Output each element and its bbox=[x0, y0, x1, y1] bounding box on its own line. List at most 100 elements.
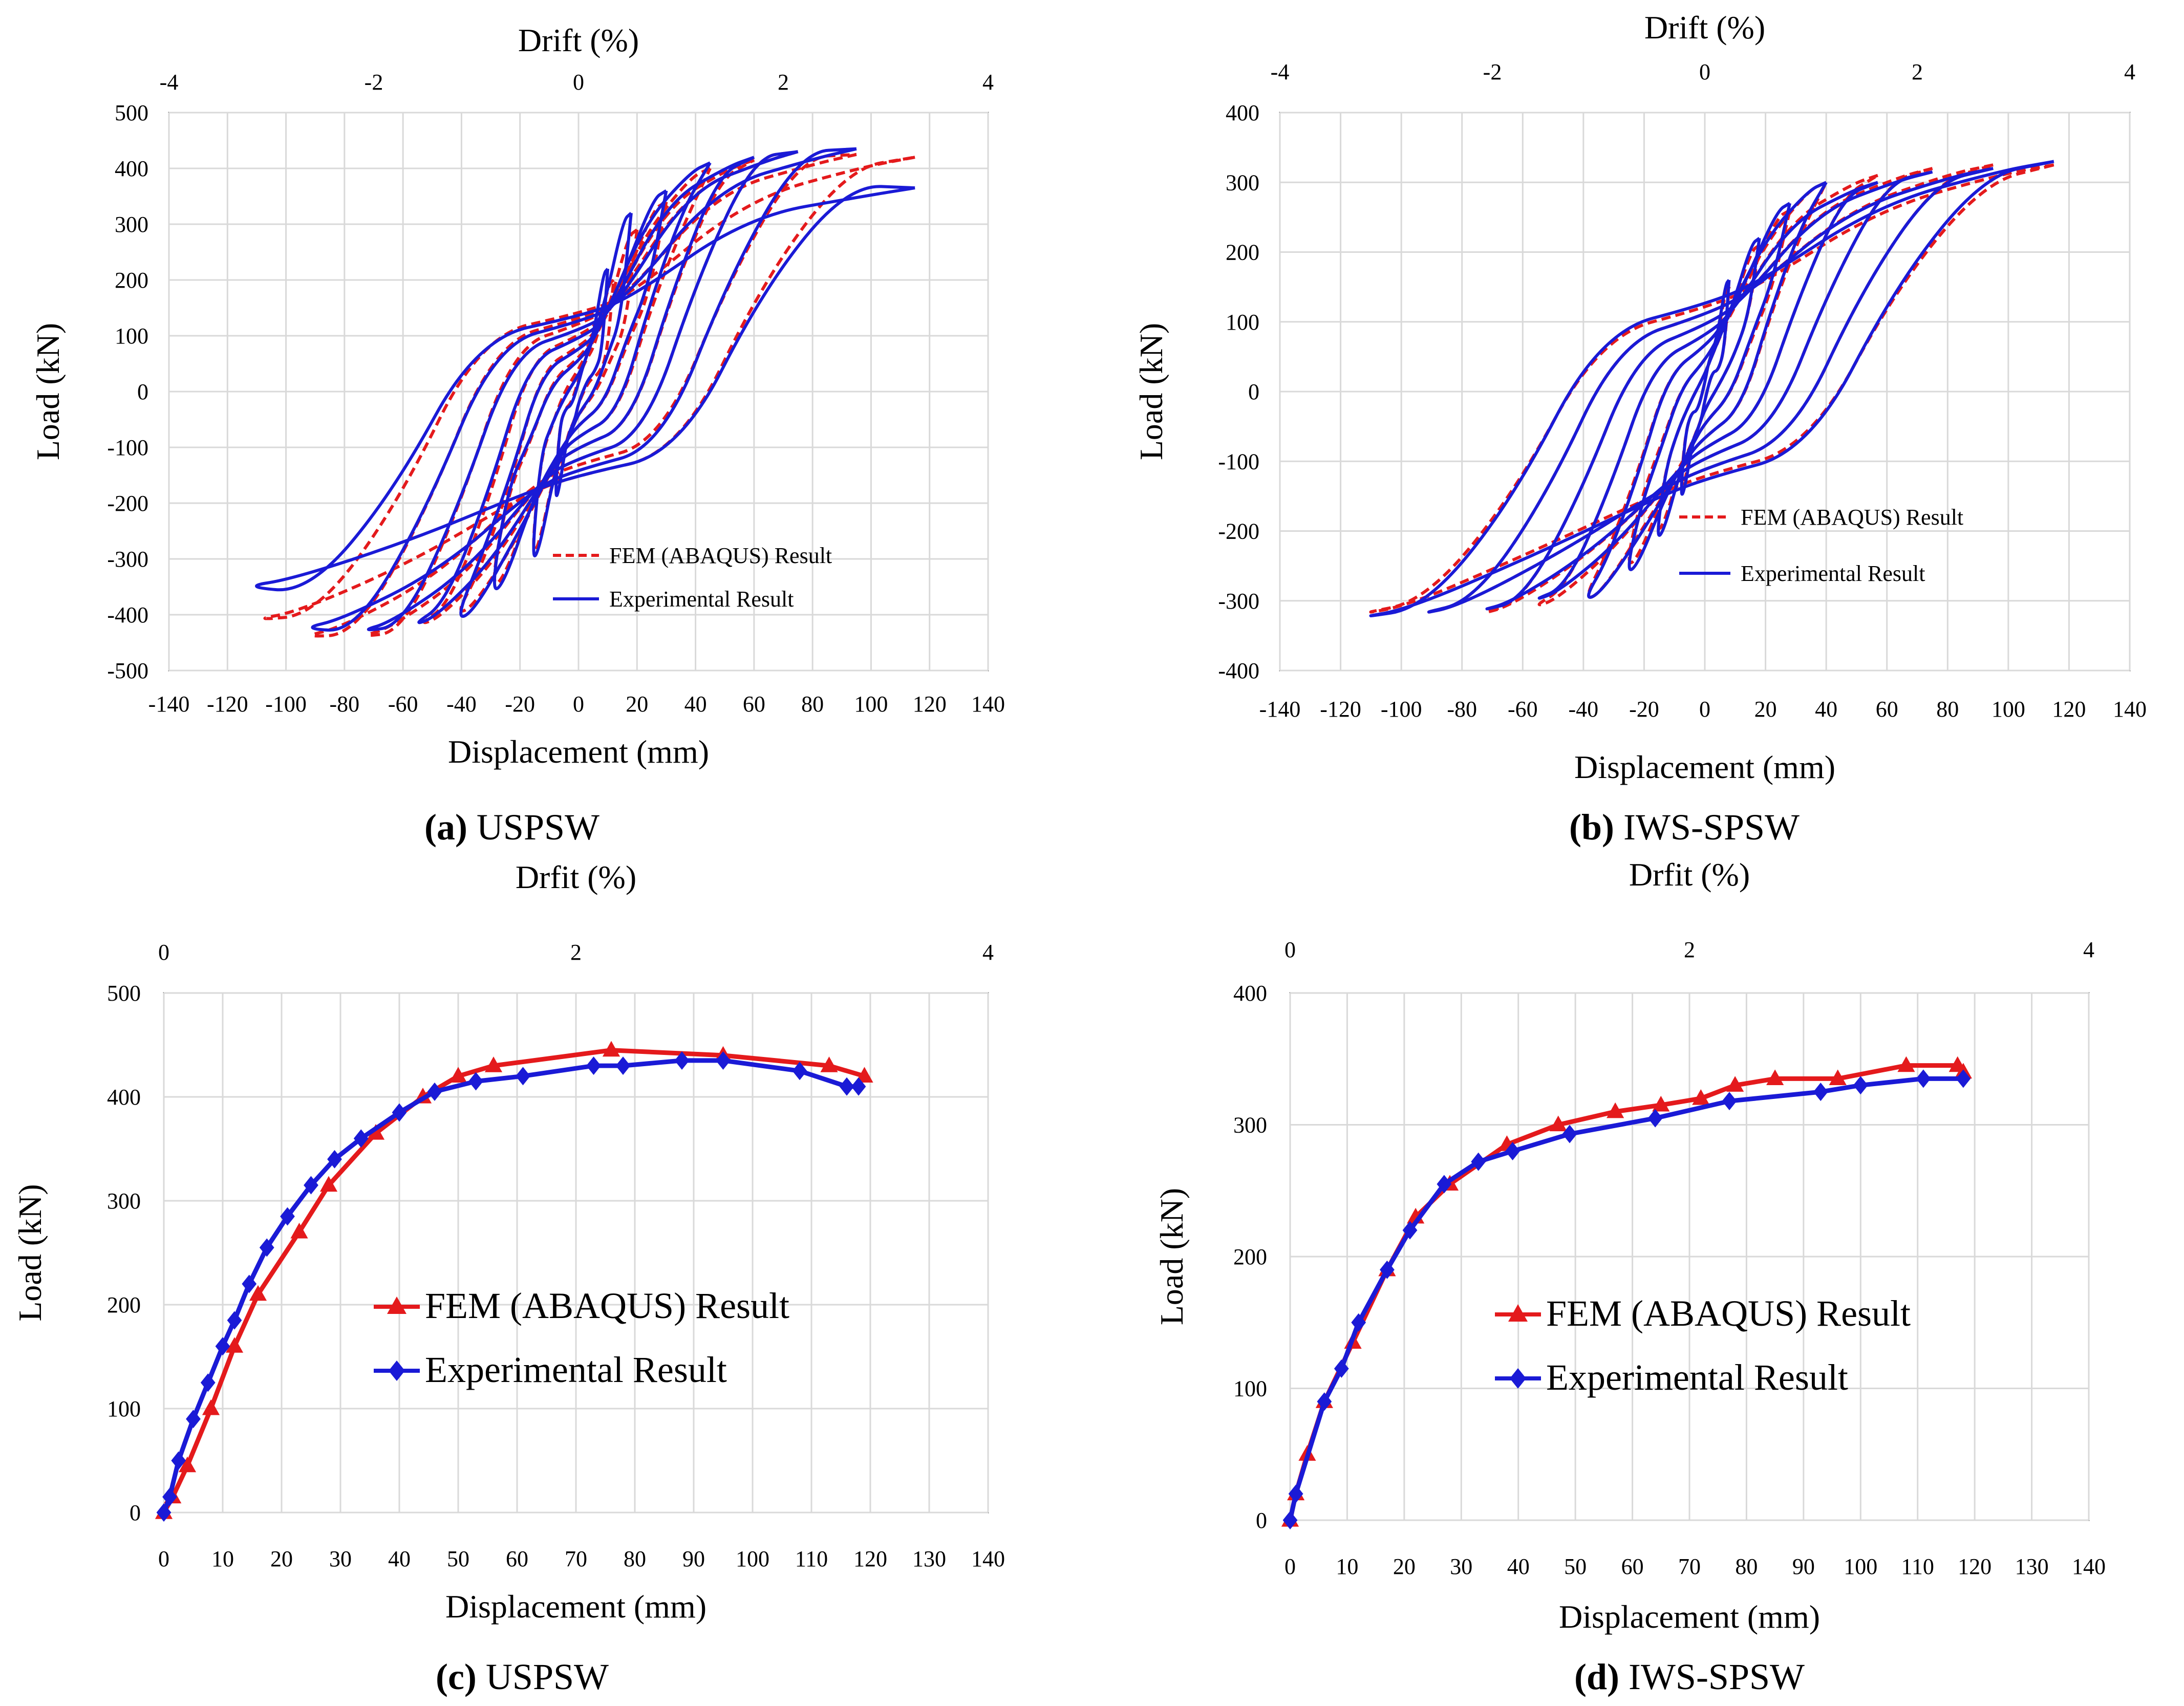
legend-exp-marker bbox=[389, 1361, 405, 1381]
experimental-point bbox=[156, 1503, 172, 1522]
experimental-point bbox=[392, 1103, 407, 1122]
y-tick-label: 400 bbox=[107, 1085, 141, 1110]
x-tick-label: -60 bbox=[1508, 697, 1538, 722]
experimental-point bbox=[1437, 1175, 1452, 1194]
x-tick-label: 120 bbox=[2052, 697, 2086, 722]
y-tick-label: 200 bbox=[1226, 240, 1259, 265]
experimental-loop bbox=[417, 156, 755, 624]
x-tick-label: 80 bbox=[801, 692, 824, 717]
x-tick-label: 140 bbox=[2072, 1554, 2106, 1579]
experimental-point bbox=[674, 1051, 690, 1070]
fem-loop bbox=[532, 228, 639, 552]
y-tick-label: -100 bbox=[1218, 449, 1259, 474]
top-tick-label: -4 bbox=[1271, 59, 1290, 84]
fem-point bbox=[367, 1124, 385, 1140]
x-tick-label: 60 bbox=[506, 1546, 528, 1571]
x-axis-label: Displacement (mm) bbox=[448, 733, 709, 770]
legend: FEM (ABAQUS) Result Experimental Result bbox=[1495, 1293, 1911, 1398]
fem-point bbox=[1726, 1076, 1744, 1092]
experimental-point bbox=[162, 1487, 177, 1506]
series-experimental bbox=[255, 147, 915, 632]
top-tick-label: -4 bbox=[160, 70, 179, 95]
experimental-point bbox=[427, 1082, 442, 1101]
x-tick-label: 0 bbox=[1699, 697, 1710, 722]
experimental-point bbox=[215, 1337, 230, 1356]
top-tick-label: -2 bbox=[365, 70, 383, 95]
experimental-point bbox=[1956, 1069, 1971, 1088]
top-axis-label: Drift (%) bbox=[518, 22, 639, 58]
top-tick-label: 4 bbox=[2124, 59, 2135, 84]
experimental-point bbox=[227, 1311, 242, 1330]
tick-labels: 0 10 20 30 40 50 60 70 80 90 100 110 120 130 140010020… bbox=[107, 940, 1005, 1571]
top-axis-label: Drfit (%) bbox=[516, 859, 636, 895]
x-tick-label: 100 bbox=[1992, 697, 2025, 722]
experimental-point bbox=[1647, 1109, 1663, 1128]
caption: (a) USPSW bbox=[424, 807, 599, 848]
top-tick-label: 4 bbox=[2083, 937, 2094, 962]
fem-point bbox=[1897, 1056, 1915, 1072]
experimental-point bbox=[1380, 1260, 1395, 1279]
legend: FEM (ABAQUS) Result Experimental Result bbox=[374, 1285, 789, 1390]
fem-point bbox=[319, 1176, 338, 1192]
x-tick-label: 40 bbox=[1507, 1554, 1530, 1579]
experimental-point bbox=[1562, 1125, 1577, 1143]
experimental-point bbox=[327, 1150, 342, 1169]
x-axis-label: Displacement (mm) bbox=[1574, 749, 1835, 785]
x-tick-label: 110 bbox=[1901, 1554, 1934, 1579]
fem-point bbox=[484, 1056, 503, 1072]
panel-b-iws-spsw-hysteresis: -140 -120 -100 -80 -60 -40 -20 0 20 40 60 80 100 120 1… bbox=[1133, 9, 2147, 848]
experimental-point bbox=[1317, 1392, 1332, 1411]
fem-loop bbox=[311, 153, 857, 638]
experimental-loop bbox=[1427, 167, 1994, 614]
fem-point bbox=[1766, 1069, 1784, 1085]
experimental-point bbox=[304, 1176, 318, 1195]
series-fem bbox=[1369, 163, 2054, 614]
x-tick-label: 20 bbox=[270, 1546, 293, 1571]
fem-point bbox=[1692, 1089, 1710, 1105]
y-tick-label: 0 bbox=[1256, 1508, 1267, 1533]
y-tick-label: 400 bbox=[115, 156, 148, 181]
experimental-point bbox=[1916, 1069, 1931, 1088]
fem-point bbox=[290, 1222, 308, 1239]
panel-c-uspsw-envelope: 0 10 20 30 40 50 60 70 80 90 100 110 120 130 140010020… bbox=[12, 859, 1005, 1697]
series-experimental bbox=[1282, 1069, 1971, 1529]
experimental-point bbox=[242, 1275, 257, 1293]
top-tick-label: 2 bbox=[1684, 937, 1695, 962]
x-tick-label: 50 bbox=[1564, 1554, 1587, 1579]
y-axis-label: Load (kN) bbox=[30, 323, 66, 460]
experimental-point bbox=[1471, 1152, 1486, 1171]
experimental-loop bbox=[1537, 181, 1879, 600]
y-tick-label: 300 bbox=[1233, 1113, 1267, 1138]
experimental-loop bbox=[311, 147, 857, 632]
experimental-point bbox=[516, 1067, 530, 1086]
caption-letter: (a) bbox=[424, 807, 467, 848]
x-tick-label: 70 bbox=[565, 1546, 587, 1571]
x-tick-label: 60 bbox=[1621, 1554, 1644, 1579]
y-tick-label: -200 bbox=[1218, 519, 1259, 544]
experimental-point bbox=[1505, 1142, 1520, 1160]
x-tick-label: -140 bbox=[148, 692, 190, 717]
fem-point bbox=[1829, 1069, 1847, 1085]
fem-point bbox=[602, 1041, 620, 1057]
y-axis-label: Load (kN) bbox=[1133, 323, 1169, 460]
experimental-point bbox=[259, 1238, 274, 1257]
legend-exp-label: Experimental Result bbox=[1741, 561, 1925, 586]
fem-loop bbox=[1587, 181, 1828, 599]
top-axis-label: Drfit (%) bbox=[1629, 856, 1750, 893]
top-tick-label: 2 bbox=[1912, 59, 1923, 84]
experimental-point bbox=[468, 1072, 483, 1091]
x-tick-label: 90 bbox=[1792, 1554, 1815, 1579]
legend-exp-label: Experimental Result bbox=[425, 1349, 727, 1390]
fem-point bbox=[225, 1337, 244, 1353]
x-tick-label: -20 bbox=[1629, 697, 1659, 722]
experimental-point bbox=[200, 1373, 216, 1392]
experimental-loop bbox=[459, 161, 712, 618]
x-axis-label: Displacement (mm) bbox=[445, 1588, 706, 1625]
y-tick-label: -500 bbox=[107, 658, 148, 683]
series-fem bbox=[1281, 1056, 1972, 1527]
series-fem bbox=[155, 1041, 873, 1519]
fem-line bbox=[162, 1048, 865, 1514]
x-tick-label: 120 bbox=[913, 692, 947, 717]
x-tick-label: -80 bbox=[1447, 697, 1477, 722]
